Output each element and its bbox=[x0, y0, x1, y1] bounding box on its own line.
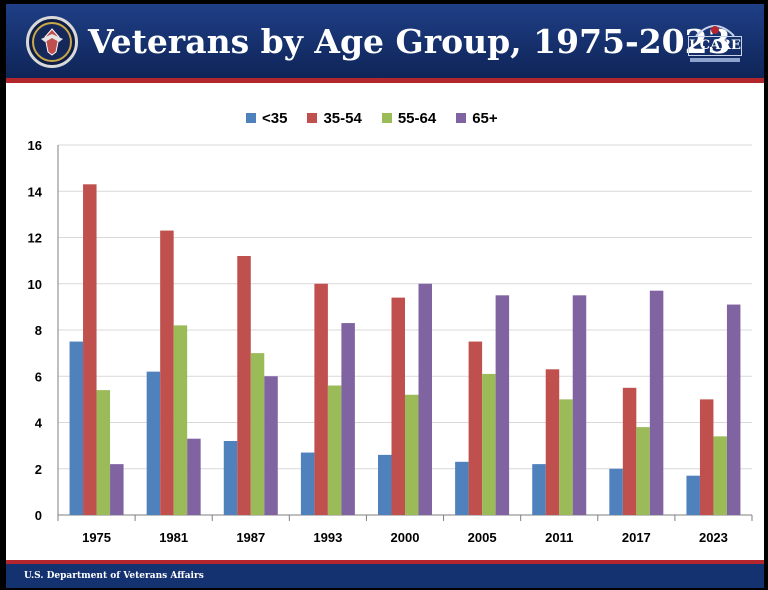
i-care-logo: I CARE bbox=[686, 18, 744, 68]
bar-3554-2017 bbox=[622, 387, 637, 515]
bar-35-2011 bbox=[532, 464, 546, 515]
bar-65-1975 bbox=[110, 464, 124, 515]
y-tick-label: 0 bbox=[35, 508, 42, 523]
i-care-frame bbox=[688, 36, 742, 56]
bar-35-1993 bbox=[300, 452, 315, 515]
bar-3554-2023 bbox=[699, 399, 714, 515]
header-stripe bbox=[6, 78, 764, 83]
i-care-underline bbox=[690, 58, 740, 62]
bar-5564-2011 bbox=[559, 399, 573, 515]
bar-65-2011 bbox=[572, 295, 587, 515]
bar-5564-2000 bbox=[405, 394, 419, 515]
legend-label: 65+ bbox=[472, 110, 498, 127]
bar-35-1981 bbox=[146, 371, 161, 515]
bar-3554-2000 bbox=[391, 297, 405, 515]
bar-65-1981 bbox=[187, 438, 201, 515]
slide: Veterans by Age Group, 1975-2023 I CARE … bbox=[6, 4, 764, 588]
x-tick-label: 1993 bbox=[313, 530, 342, 545]
legend-swatch bbox=[307, 113, 318, 123]
x-tick-label: 1987 bbox=[236, 530, 265, 545]
bar-35-2017 bbox=[609, 468, 623, 515]
va-seal-icon bbox=[26, 16, 78, 68]
bar-5564-1993 bbox=[327, 385, 342, 515]
x-tick-label: 1981 bbox=[159, 530, 188, 545]
bar-65-2017 bbox=[649, 290, 664, 515]
header-banner: Veterans by Age Group, 1975-2023 I CARE bbox=[6, 4, 764, 83]
footer-bar: U.S. Department of Veterans Affairs bbox=[6, 560, 764, 588]
legend-swatch bbox=[381, 113, 392, 123]
legend-label: 35-54 bbox=[323, 110, 362, 127]
y-tick-label: 4 bbox=[35, 416, 43, 431]
footer-stripe bbox=[6, 560, 764, 564]
bar-65-2023 bbox=[726, 304, 741, 515]
y-tick-label: 10 bbox=[28, 277, 42, 292]
bar-3554-1987 bbox=[237, 256, 251, 515]
x-tick-label: 1975 bbox=[82, 530, 111, 545]
bar-5564-2023 bbox=[713, 436, 727, 515]
legend-swatch bbox=[456, 113, 467, 123]
y-tick-label: 12 bbox=[28, 231, 42, 246]
bar-3554-2011 bbox=[545, 369, 560, 515]
legend-item-2: 55-64 bbox=[381, 110, 437, 127]
y-tick-label: 8 bbox=[35, 323, 42, 338]
bar-35-2005 bbox=[455, 461, 469, 515]
bar-5564-1981 bbox=[173, 325, 188, 515]
bar-5564-1987 bbox=[250, 353, 265, 515]
bar-chart: 0 2 4 6 8 10 12 14 16 1975 1981 1987 1993 2000 2005 201… bbox=[28, 138, 753, 545]
x-tick-label: 2011 bbox=[545, 530, 573, 545]
legend-label: 55-64 bbox=[397, 110, 437, 127]
x-tick-label: 2005 bbox=[468, 530, 497, 545]
bar-3554-1993 bbox=[314, 283, 328, 515]
bar-5564-1975 bbox=[96, 390, 111, 515]
i-care-text: I CARE bbox=[689, 38, 741, 53]
x-tick-label: 2017 bbox=[622, 530, 651, 545]
bar-35-2023 bbox=[686, 475, 700, 515]
legend-item-3: 65+ bbox=[456, 110, 498, 127]
bar-5564-2005 bbox=[482, 373, 496, 515]
bar-65-1987 bbox=[264, 376, 278, 515]
y-tick-label: 16 bbox=[28, 138, 42, 153]
bar-35-1975 bbox=[69, 341, 84, 515]
bar-3554-1981 bbox=[160, 230, 174, 515]
chart-legend: <35 35-54 55-64 65+ bbox=[246, 110, 518, 130]
bar-65-1993 bbox=[341, 323, 355, 515]
bar-65-2005 bbox=[495, 295, 510, 515]
bar-5564-2017 bbox=[636, 427, 650, 515]
bar-3554-1975 bbox=[83, 184, 97, 515]
x-tick-label: 2023 bbox=[699, 530, 728, 545]
legend-swatch bbox=[246, 113, 256, 123]
bar-35-2000 bbox=[378, 454, 392, 515]
legend-item-1: 35-54 bbox=[307, 110, 362, 127]
bar-65-2000 bbox=[418, 283, 432, 515]
legend-label: <35 bbox=[262, 110, 288, 127]
bar-3554-2005 bbox=[468, 341, 483, 515]
y-tick-label: 2 bbox=[35, 462, 42, 477]
x-tick-label: 2000 bbox=[391, 530, 420, 545]
footer-text: U.S. Department of Veterans Affairs bbox=[24, 571, 204, 581]
page-title: Veterans by Age Group, 1975-2023 bbox=[88, 22, 731, 61]
y-tick-label: 14 bbox=[28, 184, 43, 199]
y-tick-label: 6 bbox=[35, 369, 42, 384]
bar-35-1987 bbox=[223, 441, 238, 515]
legend-item-0: <35 bbox=[246, 110, 287, 127]
